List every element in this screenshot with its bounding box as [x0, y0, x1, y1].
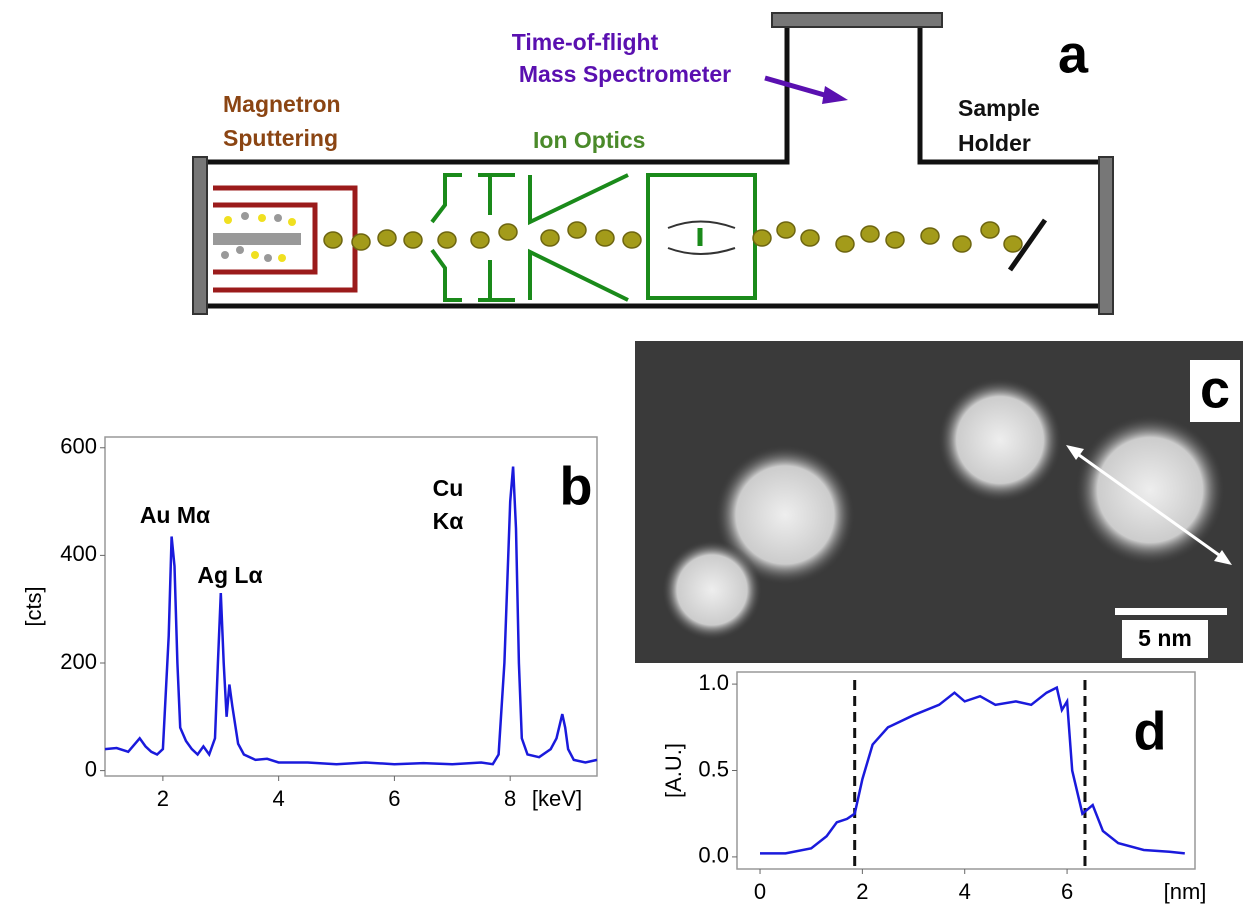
- x-axis-label: [keV]: [532, 786, 582, 811]
- x-tick-label: 2: [856, 879, 868, 904]
- arrowhead: [822, 86, 848, 104]
- particle: [938, 378, 1062, 502]
- peak-label: Kα: [433, 508, 464, 534]
- x-tick-label: 0: [754, 879, 766, 904]
- particle: [662, 540, 762, 640]
- particle: [1075, 415, 1225, 565]
- x-axis-label: [nm]: [1164, 879, 1207, 904]
- label: Sample: [958, 95, 1040, 121]
- peak-label: Cu: [433, 475, 464, 501]
- x-tick-label: 4: [273, 786, 285, 811]
- y-tick-label: 0: [85, 756, 97, 781]
- y-tick-label: 1.0: [698, 670, 729, 695]
- label: Ion Optics: [533, 127, 645, 153]
- panel-label: d: [1134, 701, 1167, 761]
- panel-label: b: [560, 456, 593, 516]
- y-tick-label: 200: [60, 649, 97, 674]
- y-tick-label: 600: [60, 434, 97, 459]
- apparatus-diagram: [192, 12, 1114, 315]
- arrow: [764, 75, 836, 101]
- plot-frame: [104, 436, 598, 777]
- label: Mass Spectrometer: [519, 61, 731, 87]
- x-tick-label: 6: [388, 786, 400, 811]
- data-line: [760, 685, 1185, 855]
- clusters: [323, 221, 1023, 253]
- profile-arrow: [1071, 448, 1227, 562]
- panel-label: c: [1200, 359, 1230, 419]
- label: Sputtering: [223, 125, 338, 151]
- scale-box: [1122, 620, 1208, 658]
- x-tick-label: 2: [157, 786, 169, 811]
- y-axis-label: [A.U.]: [661, 743, 686, 798]
- atoms: [221, 212, 282, 262]
- micrograph: [635, 341, 1243, 663]
- particle: [715, 445, 855, 585]
- lens: [667, 220, 736, 255]
- scale-label: 5 nm: [1138, 625, 1192, 651]
- label-box: [1190, 360, 1240, 422]
- scale-bar: [1115, 608, 1227, 615]
- y-tick-label: 400: [60, 541, 97, 566]
- x-tick-label: 6: [1061, 879, 1073, 904]
- sample-holder: [1007, 218, 1048, 272]
- peak-label: Au Mα: [140, 502, 210, 528]
- y-axis-label: [cts]: [21, 586, 46, 626]
- label: Holder: [958, 130, 1031, 156]
- end-cap: [1098, 156, 1114, 315]
- end-cap: [192, 156, 208, 315]
- flange: [771, 12, 943, 28]
- label: Magnetron: [223, 91, 341, 117]
- target: [213, 233, 301, 245]
- label: Time-of-flight: [512, 29, 659, 55]
- x-tick-label: 4: [959, 879, 971, 904]
- data-line: [104, 466, 598, 766]
- charts: 0 200 400 600 2 4 6 8 [keV] [cts] b Au Mα Ag Lα Cu Kα 0…: [21, 434, 1207, 904]
- x-tick-label: 8: [504, 786, 516, 811]
- panel-label: a: [1058, 24, 1089, 84]
- y-tick-label: 0.5: [698, 756, 729, 781]
- y-tick-label: 0.0: [698, 843, 729, 868]
- atoms: [224, 214, 296, 262]
- ion-optics: [430, 173, 757, 302]
- peak-label: Ag Lα: [197, 562, 262, 588]
